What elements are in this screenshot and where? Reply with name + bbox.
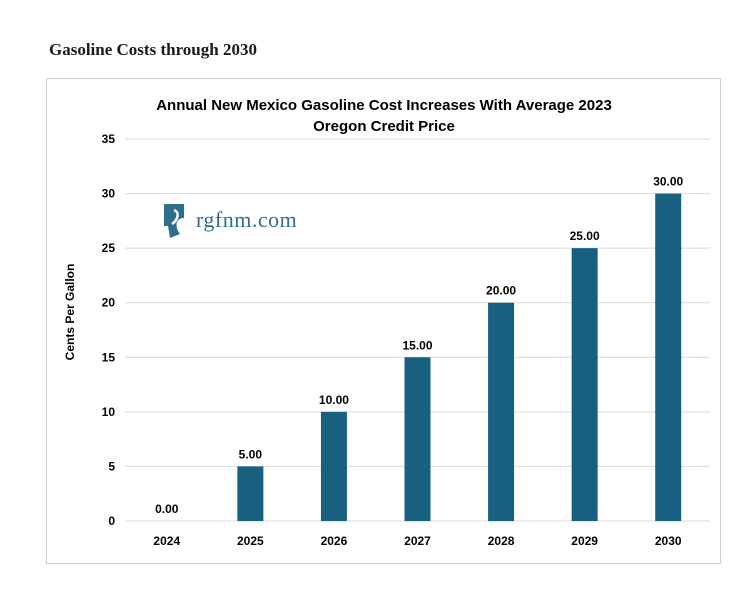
bar-2030: [655, 193, 682, 522]
chart-frame: [46, 78, 721, 564]
bar-2028: [488, 302, 515, 521]
y-axis-label: Cents Per Gallon: [63, 264, 77, 361]
y-tick-labels: 0 5 10 15 20 25 30 35: [102, 132, 116, 528]
data-label: 10.00: [319, 393, 349, 407]
x-tick-label: 2030: [655, 534, 682, 548]
bar-2026: [320, 411, 347, 521]
y-tick-label: 30: [102, 187, 116, 201]
bars: [237, 193, 682, 522]
y-tick-label: 0: [108, 514, 115, 528]
x-tick-label: 2029: [571, 534, 598, 548]
bar-2025: [237, 466, 264, 521]
x-tick-label: 2026: [321, 534, 348, 548]
logo-text: rgfnm.com: [196, 207, 298, 232]
data-label: 5.00: [239, 447, 263, 461]
rgfnm-logo-icon: [164, 204, 184, 238]
bar-2027: [404, 357, 431, 521]
chart-title-line2: Oregon Credit Price: [313, 118, 455, 135]
x-tick-label: 2025: [237, 534, 264, 548]
page-heading: Gasoline Costs through 2030: [49, 40, 257, 59]
data-label: 0.00: [155, 502, 179, 516]
x-tick-label: 2028: [488, 534, 515, 548]
y-tick-label: 20: [102, 296, 116, 310]
chart-title-line1: Annual New Mexico Gasoline Cost Increase…: [156, 97, 612, 114]
y-tick-label: 35: [102, 132, 116, 146]
y-tick-label: 5: [108, 459, 115, 473]
x-tick-labels: 2024 2025 2026 2027 2028 2029 2030: [153, 534, 681, 548]
y-tick-label: 10: [102, 405, 116, 419]
data-label: 20.00: [486, 284, 516, 298]
y-tick-label: 25: [102, 241, 116, 255]
data-labels: 0.00 5.00 10.00 15.00 20.00 25.00 30.00: [155, 175, 683, 516]
y-tick-label: 15: [102, 350, 116, 364]
bar-2029: [571, 248, 598, 521]
data-label: 15.00: [402, 338, 432, 352]
data-label: 25.00: [570, 229, 600, 243]
logo: rgfnm.com: [162, 200, 297, 240]
x-tick-label: 2027: [404, 534, 431, 548]
x-tick-label: 2024: [153, 534, 180, 548]
data-label: 30.00: [653, 175, 683, 189]
